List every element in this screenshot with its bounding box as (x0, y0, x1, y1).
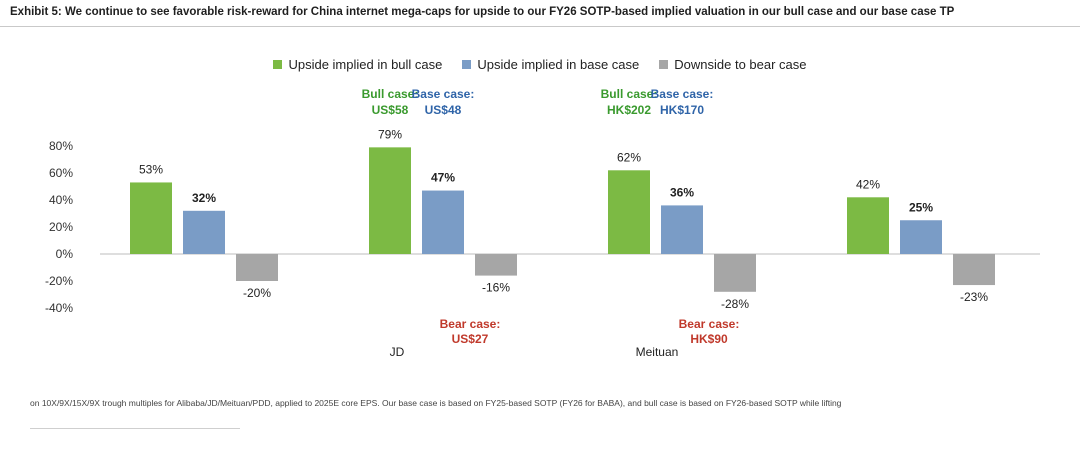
title-divider (0, 26, 1080, 27)
chart-title: Exhibit 5: We continue to see favorable … (10, 6, 955, 18)
annotation-base-case-title-2: Base case: (651, 87, 714, 101)
bar-bull-3 (847, 197, 889, 254)
value-label-base-1: 47% (431, 171, 455, 185)
y-tick-label-3: 20% (49, 220, 73, 234)
annotation-bull-case-title-1: Bull case: (362, 87, 419, 101)
y-tick-label-0: 80% (49, 139, 73, 153)
bar-bull-1 (369, 147, 411, 254)
legend-label-bear: Downside to bear case (674, 57, 807, 72)
value-label-base-3: 25% (909, 200, 933, 214)
annotation-base-case-value-1: US$48 (425, 103, 462, 117)
value-label-bull-1: 79% (378, 127, 402, 141)
legend-swatch-base (462, 60, 472, 69)
legend-label-base: Upside implied in base case (477, 57, 640, 72)
bar-bear-2 (714, 254, 756, 292)
value-label-bear-2: -28% (721, 297, 749, 311)
bar-bull-0 (130, 182, 172, 254)
annotation-bull-case-value-1: US$58 (372, 103, 409, 117)
bar-bull-2 (608, 170, 650, 254)
legend-item-bear: Downside to bear case (659, 57, 807, 72)
annotation-bear-case-value-1: US$27 (452, 332, 489, 346)
y-tick-label-2: 40% (49, 193, 73, 207)
footnote-divider (30, 428, 240, 429)
bar-bear-3 (953, 254, 995, 286)
annotation-base-case-value-2: HK$170 (660, 103, 704, 117)
legend-item-bull: Upside implied in bull case (273, 57, 442, 72)
value-label-base-2: 36% (670, 185, 694, 199)
y-tick-label-4: 0% (56, 247, 74, 261)
annotation-bear-case-title-1: Bear case: (440, 317, 501, 331)
bar-base-1 (422, 190, 464, 254)
legend-swatch-bull (273, 60, 283, 69)
legend-label-bull: Upside implied in bull case (288, 57, 443, 72)
value-label-bull-2: 62% (617, 150, 641, 164)
value-label-bear-1: -16% (482, 281, 510, 295)
annotation-bull-case-value-2: HK$202 (607, 103, 651, 117)
annotation-bear-case-title-2: Bear case: (679, 317, 740, 331)
bar-bear-1 (475, 254, 517, 276)
bar-base-3 (900, 220, 942, 254)
legend: Upside implied in bull case Upside impli… (0, 57, 1080, 72)
value-label-bull-3: 42% (856, 177, 880, 191)
legend-item-base: Upside implied in base case (462, 57, 639, 72)
annotation-base-case-title-1: Base case: (412, 87, 475, 101)
y-tick-label-1: 60% (49, 166, 73, 180)
bar-base-2 (661, 205, 703, 254)
annotation-bull-case-title-2: Bull case: (601, 87, 658, 101)
y-tick-label-5: -20% (45, 274, 73, 288)
value-label-base-0: 32% (192, 191, 216, 205)
x-label-jd: JD (390, 345, 405, 359)
value-label-bear-0: -20% (243, 286, 271, 300)
bar-bear-0 (236, 254, 278, 281)
value-label-bull-0: 53% (139, 162, 163, 176)
x-label-meituan: Meituan (636, 345, 679, 359)
annotation-bear-case-value-2: HK$90 (690, 332, 728, 346)
value-label-bear-3: -23% (960, 290, 988, 304)
y-tick-label-6: -40% (45, 301, 73, 315)
footnote: on 10X/9X/15X/9X trough multiples for Al… (30, 398, 842, 408)
bar-base-0 (183, 210, 225, 254)
legend-swatch-bear (659, 60, 669, 69)
